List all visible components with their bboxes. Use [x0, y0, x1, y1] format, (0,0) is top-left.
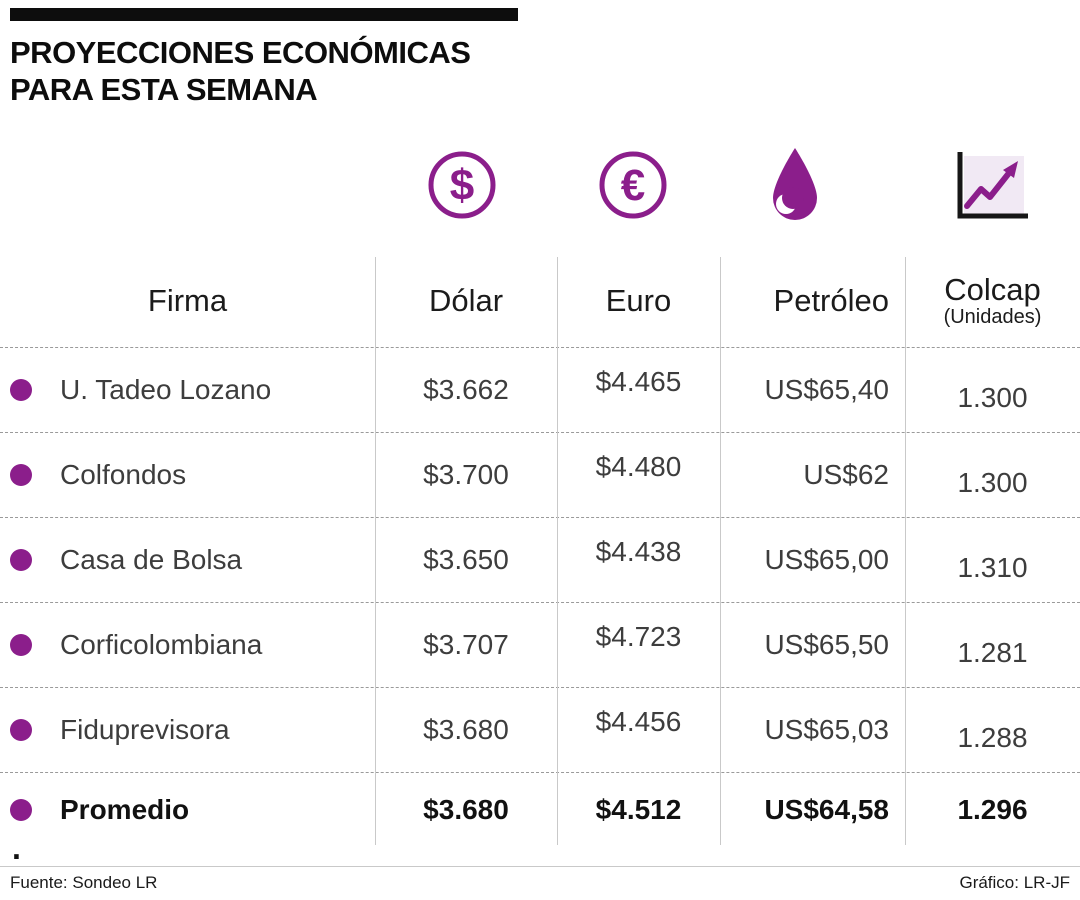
firma-name: Casa de Bolsa [60, 544, 243, 575]
firma-name: Promedio [60, 794, 190, 825]
dolar-value: $3.680 [423, 794, 509, 825]
euro-circle-icon: € [593, 144, 673, 226]
colcap-value: 1.281 [957, 637, 1028, 668]
firma-name: Corficolombiana [60, 629, 263, 660]
petroleo-value: US$65,50 [764, 629, 889, 660]
header-colcap: Colcap (Unidades) [905, 274, 1080, 328]
euro-value: $4.480 [595, 451, 682, 482]
row-bullet-icon [10, 464, 32, 486]
euro-value: $4.438 [595, 536, 682, 567]
dolar-value: $3.662 [423, 374, 509, 405]
euro-value: $4.465 [595, 366, 682, 397]
svg-text:$: $ [450, 161, 474, 210]
firma-name: Colfondos [60, 459, 187, 490]
table-row: Colfondos $3.700 $4.480 US$62 1.300 [0, 432, 1080, 517]
colcap-value: 1.310 [957, 552, 1028, 583]
table-row: U. Tadeo Lozano $3.662 $4.465 US$65,40 1… [0, 347, 1080, 432]
header-petroleo: Petróleo [773, 283, 889, 318]
colcap-value: 1.296 [957, 794, 1028, 825]
petroleo-value: US$64,58 [764, 794, 889, 825]
euro-value: $4.456 [595, 706, 682, 737]
dolar-value: $3.650 [423, 544, 509, 575]
firma-name: U. Tadeo Lozano [60, 374, 272, 405]
header-colcap-sublabel: (Unidades) [943, 305, 1042, 328]
row-bullet-icon [10, 719, 32, 741]
trend-up-chart-icon [950, 144, 1030, 226]
svg-text:€: € [621, 161, 645, 210]
oil-drop-icon [755, 144, 835, 226]
row-bullet-icon [10, 549, 32, 571]
dolar-value: $3.700 [423, 459, 509, 490]
page-title-line2: PARA ESTA SEMANA [10, 72, 318, 107]
page-title: PROYECCIONES ECONÓMICAS PARA ESTA SEMANA [10, 34, 471, 108]
column-divider [375, 257, 376, 845]
euro-value: $4.723 [595, 621, 682, 652]
dolar-value: $3.707 [423, 629, 509, 660]
euro-value: $4.512 [595, 794, 682, 825]
row-bullet-icon [10, 799, 32, 821]
column-divider [905, 257, 906, 845]
petroleo-value: US$65,03 [764, 714, 889, 745]
page-title-line1: PROYECCIONES ECONÓMICAS [10, 35, 471, 70]
petroleo-value: US$62 [803, 459, 889, 490]
header-dolar: Dólar [428, 283, 504, 318]
header-firma: Firma [147, 283, 228, 318]
source-credit: Fuente: Sondeo LR [10, 873, 158, 892]
graphic-credit: Gráfico: LR-JF [959, 873, 1070, 892]
petroleo-value: US$65,40 [764, 374, 889, 405]
table-row: Casa de Bolsa $3.650 $4.438 US$65,00 1.3… [0, 517, 1080, 602]
dolar-value: $3.680 [423, 714, 509, 745]
footnote-dot: . [12, 830, 21, 866]
header-colcap-label: Colcap [944, 272, 1041, 308]
colcap-value: 1.300 [957, 382, 1028, 413]
header-euro: Euro [605, 283, 672, 318]
colcap-value: 1.288 [957, 722, 1028, 753]
dollar-circle-icon: $ [422, 144, 502, 226]
colcap-value: 1.300 [957, 467, 1028, 498]
table-header-row: Firma Dólar Euro Petróleo Colcap (Unidad… [0, 255, 1080, 347]
title-accent-bar [10, 8, 518, 21]
petroleo-value: US$65,00 [764, 544, 889, 575]
row-bullet-icon [10, 634, 32, 656]
table-row: Corficolombiana $3.707 $4.723 US$65,50 1… [0, 602, 1080, 687]
table-row: Fiduprevisora $3.680 $4.456 US$65,03 1.2… [0, 687, 1080, 772]
firma-name: Fiduprevisora [60, 714, 230, 745]
row-bullet-icon [10, 379, 32, 401]
column-divider [557, 257, 558, 845]
summary-row: Promedio $3.680 $4.512 US$64,58 1.296 [0, 772, 1080, 847]
footer-divider [0, 866, 1080, 867]
projections-table: Firma Dólar Euro Petróleo Colcap (Unidad… [0, 255, 1080, 847]
column-divider [720, 257, 721, 845]
